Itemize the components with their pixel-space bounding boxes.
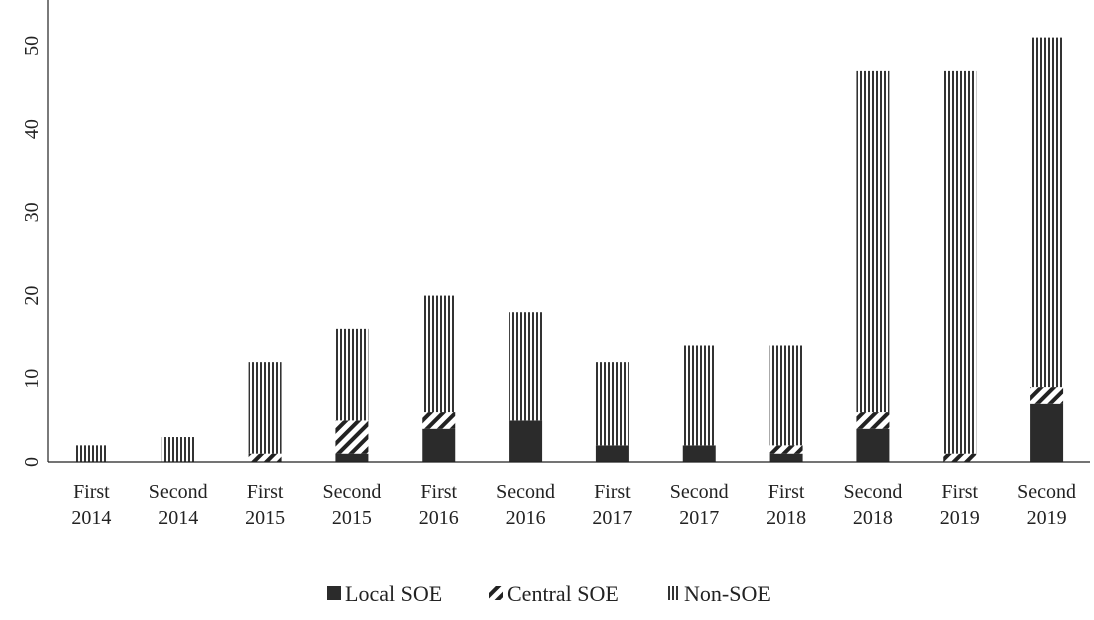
bar-segment: Central SOE: 4 xyxy=(335,420,369,454)
bar-segment: Central SOE: 1 xyxy=(248,453,282,462)
bar-segment: Local SOE: 2 xyxy=(682,445,716,462)
x-tick-label: Second 2019 xyxy=(1017,481,1076,529)
y-tick-label: 50 xyxy=(21,36,43,56)
bar-segment: Non-SOE: 41 xyxy=(856,70,890,413)
x-tick-label: Second 2017 xyxy=(670,481,729,529)
x-tick-label: First 2015 xyxy=(245,481,285,529)
y-tick-label: 40 xyxy=(21,119,43,139)
bar-segment: Non-SOE: 46 xyxy=(943,70,977,454)
bar-segment: Local SOE: 1 xyxy=(335,453,369,462)
bar-segment: Local SOE: 4 xyxy=(856,428,890,462)
bar-segment: Non-SOE: 11 xyxy=(248,362,282,454)
bar-segment: Local SOE: 4 xyxy=(422,428,456,462)
bar-segment: Non-SOE: 12 xyxy=(769,345,803,446)
legend-label: Local SOE xyxy=(345,581,442,606)
legend-swatch xyxy=(666,586,680,600)
y-tick-label: 0 xyxy=(21,457,43,467)
bar-segment: Central SOE: 2 xyxy=(1030,387,1064,404)
bar-segment: Non-SOE: 14 xyxy=(422,295,456,413)
bar-segment: Local SOE: 2 xyxy=(595,445,629,462)
bar-segment: Local SOE: 7 xyxy=(1030,403,1064,462)
legend-swatch xyxy=(327,586,341,600)
y-axis: 0 10 20 30 40 50 xyxy=(21,0,49,467)
x-tick-label: Second 2015 xyxy=(322,481,381,529)
bar-segment: Central SOE: 2 xyxy=(856,412,890,429)
bar-segment: Central SOE: 2 xyxy=(422,412,456,429)
bar-segment: Non-SOE: 11 xyxy=(335,328,369,421)
x-tick-label: First 2016 xyxy=(419,481,459,529)
x-tick-label: Second 2014 xyxy=(149,481,208,529)
bar-segment: Central SOE: 1 xyxy=(769,445,803,454)
bar-segment: Central SOE: 1 xyxy=(943,453,977,462)
y-tick-label: 20 xyxy=(21,286,43,306)
bar-segment: Local SOE: 5 xyxy=(509,420,543,462)
legend: Local SOE Central SOE Non-SOE xyxy=(327,581,771,606)
y-tick-label: 10 xyxy=(21,369,43,389)
legend-label: Central SOE xyxy=(507,581,619,606)
bar-segment: Non-SOE: 10 xyxy=(595,362,629,446)
x-tick-label: Second 2016 xyxy=(496,481,555,529)
x-tick-label: First 2014 xyxy=(71,481,111,529)
bars: Non-SOE: 2Non-SOE: 3Central SOE: 1Non-SO… xyxy=(74,37,1064,462)
bar-segment: Non-SOE: 12 xyxy=(682,345,716,446)
x-tick-label: Second 2018 xyxy=(843,481,902,529)
bar-segment: Local SOE: 1 xyxy=(769,453,803,462)
x-axis: First 2014 Second 2014 First 2015 Second 2015 Fi… xyxy=(48,461,1090,529)
bar-segment: Non-SOE: 2 xyxy=(74,445,108,462)
y-tick-label: 30 xyxy=(21,202,43,222)
x-tick-label: First 2017 xyxy=(592,481,632,529)
bar-segment: Non-SOE: 3 xyxy=(161,437,195,462)
bar-segment: Non-SOE: 13 xyxy=(509,312,543,421)
bar-segment: Non-SOE: 42 xyxy=(1030,37,1064,388)
x-tick-label: First 2018 xyxy=(766,481,806,529)
legend-label: Non-SOE xyxy=(684,581,771,606)
x-tick-label: First 2019 xyxy=(940,481,980,529)
legend-swatch xyxy=(489,586,503,600)
